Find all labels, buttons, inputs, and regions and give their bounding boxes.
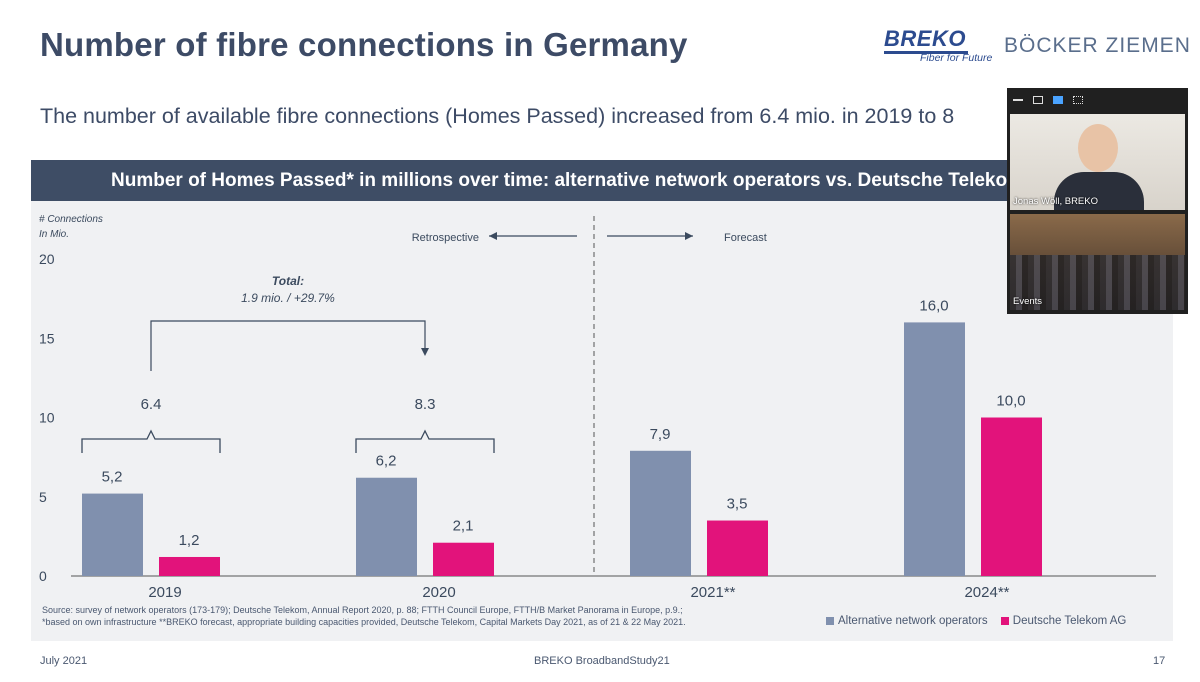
x-tick-label: 2019: [148, 584, 181, 601]
breko-logo: BREKO Fiber for Future: [884, 26, 994, 68]
footer-date: July 2021: [40, 655, 88, 667]
bar-value-label: 7,9: [650, 426, 671, 443]
forecast-label: Forecast: [724, 232, 767, 244]
legend-swatch-alternative: [826, 617, 834, 625]
total-label: 6.4: [141, 396, 162, 413]
participant-body: [1054, 172, 1144, 210]
total-bracket: [81, 429, 221, 453]
growth-annotation-text: 1.9 mio. / +29.7%: [241, 291, 335, 305]
legend-label-telekom: Deutsche Telekom AG: [1012, 615, 1127, 627]
bar-telekom-3: [981, 417, 1042, 576]
participant-name-events: Events: [1013, 296, 1043, 307]
grid-view-icon[interactable]: [1073, 96, 1083, 104]
legend-label-alternative: Alternative network operators: [838, 615, 988, 627]
x-tick-label: 2020: [422, 584, 455, 601]
partner-logo: BÖCKER ZIEMEN: [1004, 34, 1191, 57]
chart-banner-text: Number of Homes Passed* in millions over…: [111, 170, 1058, 191]
y-tick-label: 5: [39, 489, 47, 505]
speaker-view-icon[interactable]: [1053, 96, 1063, 104]
participant-head: [1078, 124, 1118, 172]
forecast-arrow-head: [685, 232, 693, 240]
legend-swatch-telekom: [1000, 617, 1009, 625]
bar-value-label: 3,5: [727, 496, 748, 513]
breko-tagline: Fiber for Future: [920, 52, 993, 64]
source-line-1: Source: survey of network operators (173…: [42, 605, 683, 615]
bar-telekom-2: [707, 520, 768, 576]
x-tick-label: 2021**: [690, 584, 735, 601]
retrospective-label: Retrospective: [412, 232, 479, 244]
video-tile-speaker[interactable]: Jonas Wöll, BREKO: [1010, 114, 1185, 210]
footer-page-number: 17: [1153, 655, 1166, 667]
chart-banner: Number of Homes Passed* in millions over…: [31, 160, 1173, 201]
legend-item-alternative: Alternative network operators: [826, 615, 988, 627]
homes-passed-chart: # Connections In Mio. 0 5 10 15 20 Retrospectiv…: [39, 214, 1156, 601]
y-axis-label-line-2: In Mio.: [39, 229, 69, 240]
total-label: 8.3: [415, 396, 436, 413]
y-tick-label: 15: [39, 330, 55, 346]
legend-item-telekom: Deutsche Telekom AG: [1000, 615, 1127, 627]
bar-alternative-1: [356, 477, 417, 576]
x-tick-label: 2024**: [964, 584, 1009, 601]
audience-image: [1010, 255, 1185, 310]
bar-telekom-1: [433, 542, 494, 576]
footer-study: BREKO BroadbandStudy21: [534, 655, 670, 667]
video-toolbar: [1007, 88, 1188, 112]
y-tick-label: 20: [39, 251, 55, 267]
minimize-icon[interactable]: [1013, 99, 1023, 101]
breko-wordmark: BREKO: [884, 26, 966, 51]
chart-legend: Alternative network operators Deutsche T…: [826, 615, 1136, 628]
window-icon[interactable]: [1033, 96, 1043, 104]
total-bracket: [355, 429, 495, 453]
source-note: Source: survey of network operators (173…: [42, 604, 686, 628]
breko-underline: [884, 51, 968, 54]
growth-annotation-title: Total:: [272, 274, 304, 288]
growth-arrow-head: [421, 348, 429, 356]
bar-alternative-0: [82, 493, 143, 576]
participant-name: Jonas Wöll, BREKO: [1013, 196, 1098, 207]
page-subtitle: The number of available fibre connection…: [40, 104, 955, 128]
bar-value-label: 5,2: [102, 469, 123, 486]
source-line-2: *based on own infrastructure **BREKO for…: [42, 617, 686, 627]
y-tick-label: 10: [39, 410, 55, 426]
bar-value-label: 16,0: [919, 297, 948, 314]
bar-telekom-0: [159, 556, 220, 576]
video-call-panel: Jonas Wöll, BREKO Events: [1007, 88, 1188, 314]
y-tick-label: 0: [39, 568, 47, 584]
bar-value-label: 1,2: [179, 532, 200, 549]
bar-value-label: 2,1: [453, 518, 474, 535]
page-title: Number of fibre connections in Germany: [40, 26, 688, 63]
growth-connector: [150, 320, 426, 371]
chart-area: # Connections In Mio. 0 5 10 15 20 Retrospectiv…: [31, 201, 1173, 641]
y-axis-label-line-1: # Connections: [39, 214, 103, 225]
bar-value-label: 10,0: [996, 393, 1025, 410]
video-tile-events[interactable]: Events: [1010, 214, 1185, 310]
bar-alternative-3: [904, 322, 965, 576]
bar-value-label: 6,2: [376, 453, 397, 470]
retrospective-arrow-head: [489, 232, 497, 240]
bar-alternative-2: [630, 450, 691, 576]
